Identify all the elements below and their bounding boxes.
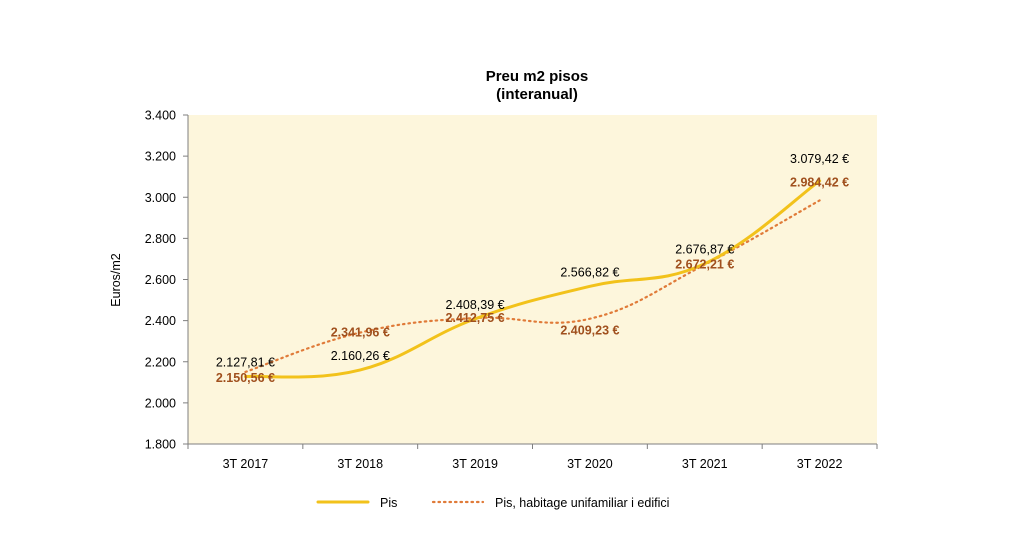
x-tick-label: 3T 2020 [567,457,613,471]
y-tick-label: 1.800 [145,438,176,452]
plot-area [188,115,877,444]
y-tick-label: 3.400 [145,109,176,123]
y-tick-label: 2.000 [145,396,176,410]
y-tick-label: 2.400 [145,314,176,328]
data-label-pis-habitatge: 2.412,75 € [446,311,505,325]
chart-title: Preu m2 pisos [486,68,589,85]
series-line-pis [243,179,822,379]
series-layer [243,179,822,379]
data-label-pis-habitatge: 2.672,21 € [675,258,734,272]
axes: 1.800 2.000 2.200 2.400 2.600 2.800 3.000 3.200… [145,109,878,471]
y-tick-label: 3.000 [145,191,176,205]
data-label-pis-habitatge: 2.984,42 € [790,175,849,189]
legend-label-pis-habitatge: Pis, habitage unifamiliar i edifici [495,496,669,510]
data-label-pis: 3.079,42 € [790,152,849,166]
data-labels: 2.127,81 € 2.160,26 € 2.408,39 € 2.566,82 €… [216,152,849,385]
data-label-pis: 2.676,87 € [675,243,734,257]
y-tick-label: 3.200 [145,150,176,164]
x-tick-label: 3T 2021 [682,457,728,471]
y-axis-label: Euros/m2 [109,253,123,307]
data-label-pis: 2.160,26 € [331,349,390,363]
y-tick-label: 2.800 [145,232,176,246]
legend: Pis Pis, habitage unifamiliar i edifici [316,496,669,510]
data-label-pis-habitatge: 2.409,23 € [560,324,619,338]
legend-label-pis: Pis [380,496,397,510]
data-label-pis-habitatge: 2.341,96 € [331,326,390,340]
y-tick-label: 2.600 [145,273,176,287]
x-tick-label: 3T 2022 [797,457,843,471]
x-tick-label: 3T 2018 [337,457,383,471]
data-label-pis: 2.408,39 € [446,298,505,312]
x-tick-label: 3T 2017 [223,457,269,471]
data-label-pis-habitatge: 2.150,56 € [216,371,275,385]
chart-subtitle: (interanual) [496,86,578,103]
data-label-pis: 2.566,82 € [560,265,619,279]
y-tick-label: 2.200 [145,355,176,369]
x-tick-label: 3T 2019 [452,457,498,471]
data-label-pis: 2.127,81 € [216,356,275,370]
